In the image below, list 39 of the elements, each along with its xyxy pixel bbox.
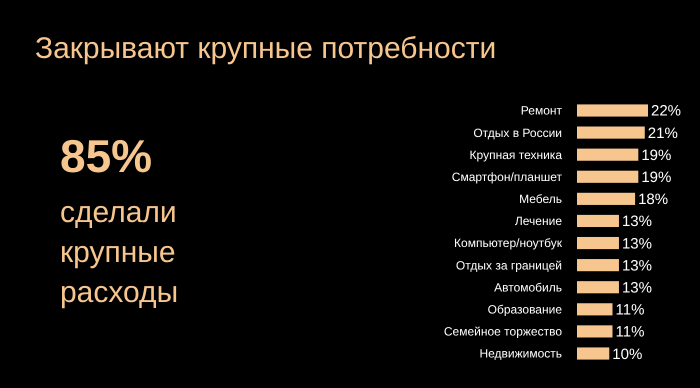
bar bbox=[577, 303, 612, 316]
y-tick-label: Недвижимость bbox=[479, 346, 562, 361]
data-label: 13% bbox=[622, 213, 652, 230]
data-label: 11% bbox=[616, 302, 644, 319]
data-label: 11% bbox=[616, 324, 644, 341]
bar bbox=[577, 281, 619, 294]
y-tick-label: Отдых за границей bbox=[456, 258, 562, 272]
y-tick-label: Семейное торжество bbox=[444, 324, 562, 339]
y-tick-label: Автомобиль bbox=[494, 280, 562, 294]
text: Закрывают крупные потребности bbox=[35, 32, 496, 65]
data-label: 19% bbox=[641, 146, 672, 164]
bar bbox=[577, 104, 648, 117]
data-label: 13% bbox=[622, 279, 652, 296]
y-tick-label: Крупная техника bbox=[470, 148, 562, 162]
text: сделали крупные расходы bbox=[60, 196, 178, 309]
bar bbox=[577, 347, 610, 360]
data-label: 22% bbox=[651, 102, 682, 120]
bar bbox=[577, 236, 619, 250]
data-label: 18% bbox=[638, 191, 668, 208]
text: 85% bbox=[60, 130, 152, 182]
bar bbox=[577, 214, 619, 228]
data-label: 13% bbox=[622, 235, 652, 252]
bar bbox=[577, 192, 636, 205]
y-tick-label: Смартфон/планшет bbox=[452, 170, 563, 184]
y-tick-label: Образование bbox=[488, 302, 562, 317]
bar bbox=[577, 325, 612, 338]
data-label: 13% bbox=[622, 257, 652, 274]
y-tick-label: Ремонт bbox=[520, 104, 562, 118]
y-tick-label: Лечение bbox=[514, 214, 562, 228]
y-tick-label: Компьютер/ноутбук bbox=[454, 236, 563, 250]
y-tick-label: Отдых в России bbox=[473, 126, 562, 140]
bar bbox=[577, 259, 619, 272]
y-tick-label: Мебель bbox=[519, 192, 562, 206]
data-label: 21% bbox=[648, 124, 678, 142]
bar bbox=[577, 126, 645, 139]
bar bbox=[577, 148, 638, 161]
data-label: 19% bbox=[641, 169, 672, 186]
bar bbox=[577, 170, 638, 183]
data-label: 10% bbox=[612, 346, 642, 363]
